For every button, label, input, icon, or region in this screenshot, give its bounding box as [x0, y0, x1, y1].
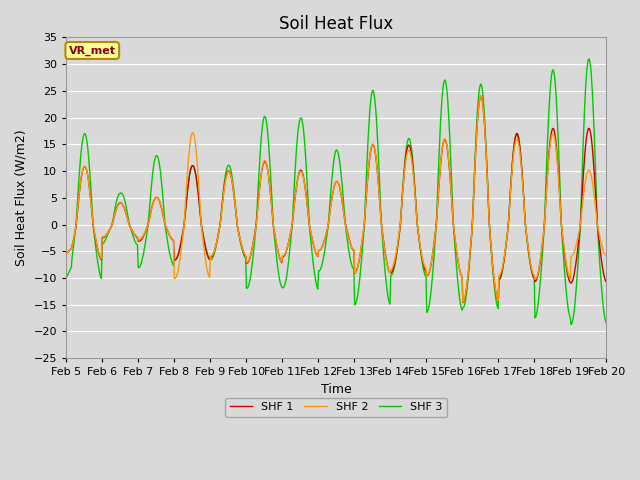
SHF 3: [72, 223, 80, 228]
Y-axis label: Soil Heat Flux (W/m2): Soil Heat Flux (W/m2): [15, 130, 28, 266]
SHF 2: [62, 251, 70, 257]
SHF 2: [127, 227, 135, 232]
SHF 3: [402, 150, 410, 156]
SHF 1: [402, 155, 410, 160]
SHF 3: [62, 275, 70, 281]
SHF 1: [418, 252, 426, 258]
SHF 2: [402, 158, 410, 164]
X-axis label: Time: Time: [321, 383, 351, 396]
SHF 2: [72, 224, 80, 229]
SHF 1: [62, 251, 70, 257]
SHF 2: [602, 253, 610, 259]
SHF 3: [182, 199, 190, 205]
SHF 3: [127, 228, 135, 234]
Title: Soil Heat Flux: Soil Heat Flux: [279, 15, 394, 33]
SHF 3: [602, 320, 610, 326]
SHF 2: [211, 246, 219, 252]
Legend: SHF 1, SHF 2, SHF 3: SHF 1, SHF 2, SHF 3: [225, 398, 447, 417]
SHF 2: [418, 251, 426, 257]
Text: VR_met: VR_met: [68, 45, 116, 56]
SHF 1: [127, 227, 135, 232]
SHF 1: [459, 300, 467, 305]
SHF 1: [72, 225, 80, 230]
Line: SHF 1: SHF 1: [66, 96, 606, 302]
Line: SHF 2: SHF 2: [66, 96, 606, 302]
SHF 2: [459, 299, 467, 305]
SHF 3: [567, 322, 575, 327]
SHF 3: [211, 249, 219, 254]
SHF 1: [477, 93, 484, 99]
SHF 2: [477, 93, 484, 99]
SHF 3: [418, 254, 426, 260]
Line: SHF 3: SHF 3: [66, 59, 606, 324]
SHF 1: [211, 247, 219, 252]
SHF 2: [182, 187, 190, 192]
SHF 1: [602, 279, 610, 285]
SHF 1: [182, 199, 190, 205]
SHF 3: [585, 56, 593, 62]
